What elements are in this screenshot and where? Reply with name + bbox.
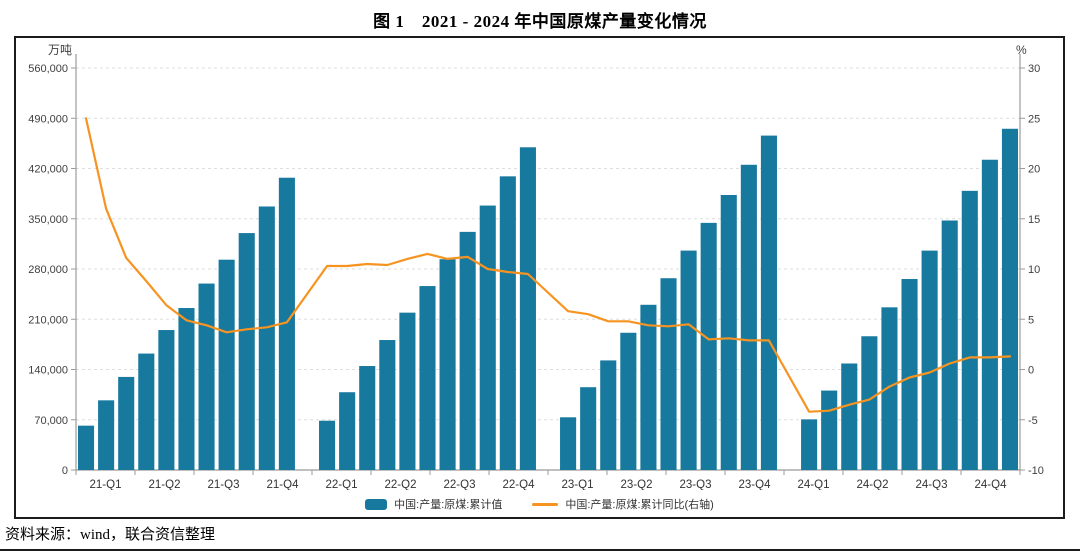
svg-text:210,000: 210,000 <box>28 314 68 326</box>
bar-swatch-icon <box>365 498 388 510</box>
svg-text:280,000: 280,000 <box>28 264 68 276</box>
bottom-rule <box>0 549 1080 551</box>
svg-text:5: 5 <box>1028 314 1034 326</box>
svg-text:20: 20 <box>1028 164 1040 176</box>
svg-text:15: 15 <box>1028 214 1040 226</box>
svg-text:30: 30 <box>1028 63 1040 75</box>
svg-text:0: 0 <box>1028 365 1034 377</box>
svg-text:%: % <box>1016 43 1027 57</box>
svg-text:-5: -5 <box>1028 415 1038 427</box>
svg-text:24-Q2: 24-Q2 <box>857 479 889 490</box>
svg-text:560,000: 560,000 <box>28 63 68 75</box>
chart-frame: 0 70,000 140,000 210,000 280,000 350,000 420,0… <box>14 36 1065 519</box>
legend-item-production: 中国:产量:原煤:累计值 <box>365 496 502 512</box>
svg-text:23-Q2: 23-Q2 <box>621 479 653 490</box>
svg-text:23-Q4: 23-Q4 <box>739 479 772 490</box>
svg-text:21-Q2: 21-Q2 <box>149 479 181 490</box>
svg-text:0: 0 <box>62 465 68 477</box>
chart-legend: 中国:产量:原煤:累计值 中国:产量:原煤:累计同比(右轴) <box>16 496 1063 512</box>
svg-text:24-Q4: 24-Q4 <box>975 479 1008 490</box>
svg-text:22-Q1: 22-Q1 <box>326 479 358 490</box>
svg-text:140,000: 140,000 <box>28 365 68 377</box>
legend-item-yoy: 中国:产量:原煤:累计同比(右轴) <box>532 496 714 512</box>
svg-text:350,000: 350,000 <box>28 214 68 226</box>
chart-title: 图 1 2021 - 2024 年中国原煤产量变化情况 <box>373 12 707 31</box>
svg-text:23-Q3: 23-Q3 <box>680 479 712 490</box>
svg-text:万吨: 万吨 <box>48 43 72 57</box>
svg-text:22-Q4: 22-Q4 <box>503 479 536 490</box>
svg-text:-10: -10 <box>1028 465 1044 477</box>
svg-text:25: 25 <box>1028 113 1040 125</box>
svg-text:21-Q1: 21-Q1 <box>90 479 122 490</box>
svg-text:22-Q3: 22-Q3 <box>444 479 476 490</box>
line-swatch-icon <box>532 502 559 506</box>
svg-text:24-Q1: 24-Q1 <box>798 479 830 490</box>
source-note: 资料来源：wind，联合资信整理 <box>5 527 216 543</box>
svg-text:22-Q2: 22-Q2 <box>385 479 417 490</box>
svg-text:420,000: 420,000 <box>28 164 68 176</box>
svg-text:70,000: 70,000 <box>34 415 68 427</box>
svg-text:10: 10 <box>1028 264 1040 276</box>
svg-text:24-Q3: 24-Q3 <box>916 479 948 490</box>
svg-text:21-Q3: 21-Q3 <box>208 479 240 490</box>
svg-text:21-Q4: 21-Q4 <box>267 479 300 490</box>
svg-text:23-Q1: 23-Q1 <box>562 479 594 490</box>
chart-canvas: 0 70,000 140,000 210,000 280,000 350,000 420,0… <box>28 43 1044 490</box>
svg-text:490,000: 490,000 <box>28 113 68 125</box>
legend-label-yoy: 中国:产量:原煤:累计同比(右轴) <box>565 499 714 511</box>
legend-label-production: 中国:产量:原煤:累计值 <box>394 499 503 511</box>
